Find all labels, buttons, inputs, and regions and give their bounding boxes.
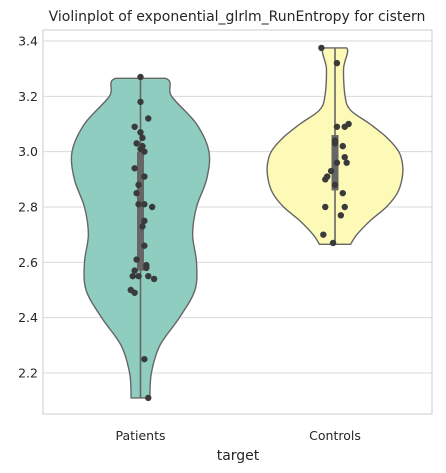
y-tick-label: 2.2 [18, 366, 38, 381]
data-point [318, 44, 325, 52]
data-point [129, 272, 136, 280]
data-point [141, 201, 148, 208]
data-point [341, 203, 348, 211]
data-point [145, 115, 152, 122]
data-point [143, 264, 150, 272]
y-tick-label: 2.8 [18, 200, 38, 215]
data-point [131, 123, 138, 130]
data-point [339, 189, 346, 197]
data-point [145, 272, 152, 280]
data-point [137, 98, 144, 106]
x-axis-label: target [217, 448, 260, 464]
data-point [150, 275, 158, 283]
data-point [133, 140, 140, 147]
data-point [333, 59, 341, 67]
y-tick-label: 3.0 [18, 144, 38, 159]
data-point [141, 173, 148, 180]
data-point [141, 217, 148, 225]
data-point [135, 181, 142, 189]
data-point [137, 73, 144, 81]
data-point [139, 223, 146, 230]
data-point [333, 159, 341, 166]
y-tick-label: 3.4 [18, 34, 38, 49]
data-point [343, 159, 350, 166]
data-point [127, 286, 134, 294]
data-point [333, 123, 341, 130]
data-point [131, 267, 138, 274]
data-point [141, 242, 148, 249]
iqr-box-patients [137, 151, 144, 271]
data-point [322, 176, 329, 183]
data-point [320, 231, 327, 238]
data-point [133, 189, 140, 197]
y-tick-labels: 2.2 2.4 2.6 2.8 3.0 3.2 3.4 [18, 34, 38, 381]
data-point [331, 140, 339, 147]
data-point [327, 167, 335, 175]
plot-frame [42, 29, 433, 415]
x-tick-label: Patients [115, 428, 165, 443]
y-tick-label: 2.6 [18, 255, 38, 270]
data-point [148, 203, 156, 211]
data-point [139, 134, 146, 142]
x-tick-label: Controls [309, 428, 361, 443]
data-point [131, 165, 138, 172]
data-point [331, 181, 339, 189]
data-point [339, 142, 346, 150]
data-point [141, 148, 148, 155]
data-point [341, 154, 348, 161]
data-point [135, 272, 142, 280]
data-point [322, 203, 329, 211]
data-point [341, 123, 348, 130]
data-point [135, 201, 142, 208]
data-point [141, 355, 148, 363]
data-point [329, 239, 337, 247]
data-point [337, 212, 345, 219]
x-tick-labels: Patients Controls [115, 428, 360, 443]
chart-title: Violinplot of exponential_glrlm_RunEntro… [49, 9, 426, 25]
data-point [133, 256, 140, 263]
data-points [127, 44, 352, 402]
data-point [137, 129, 144, 136]
violins [70, 47, 404, 399]
y-tick-label: 3.2 [18, 89, 38, 104]
y-tick-label: 2.4 [18, 310, 38, 325]
data-point [145, 394, 152, 402]
